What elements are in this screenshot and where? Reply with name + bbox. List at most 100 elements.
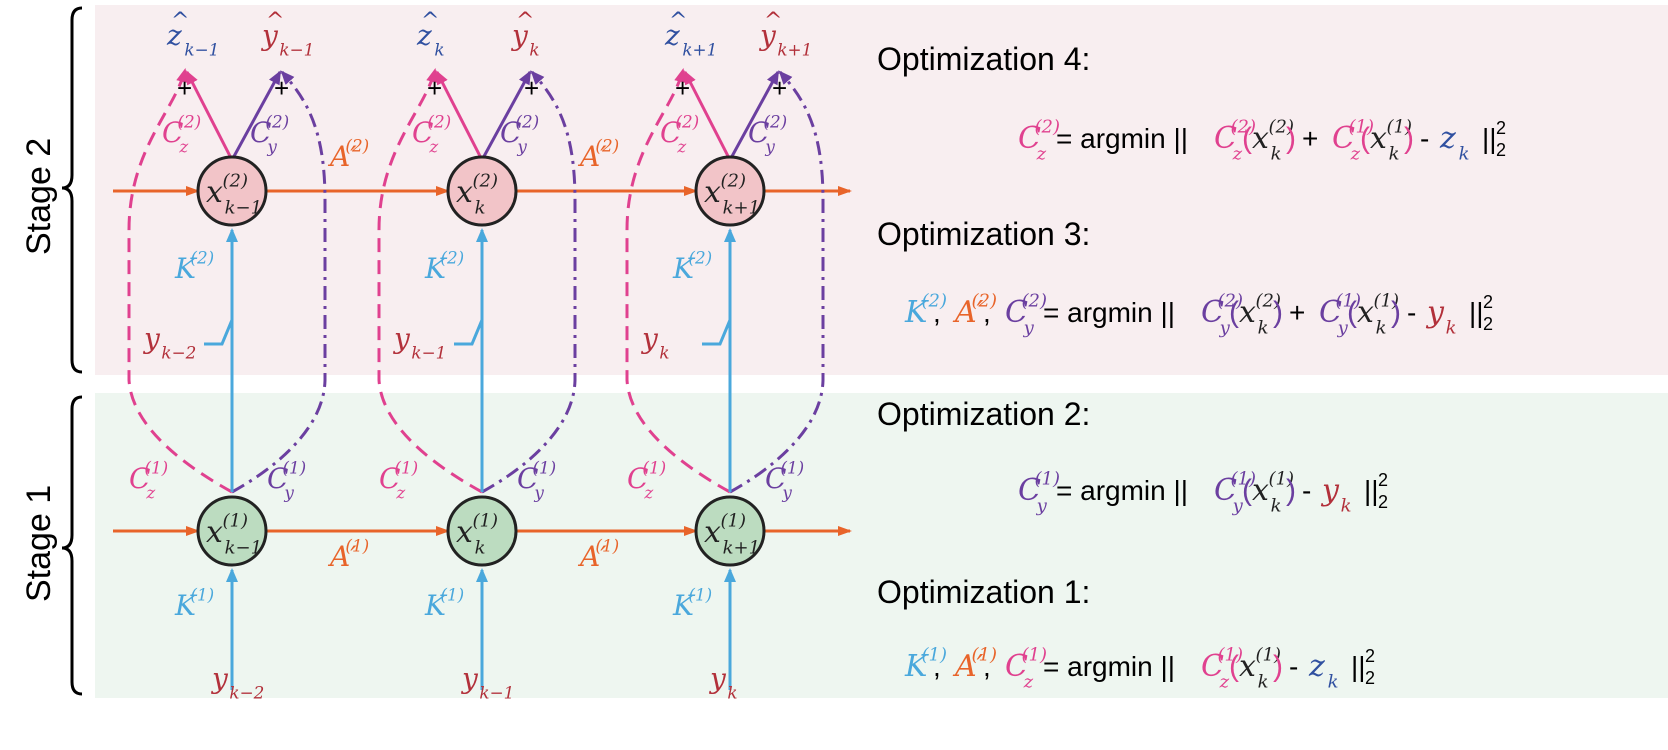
cz1-label-sup: (1) [642,457,666,477]
a1-label-1: A′(1) [577,535,619,573]
state-label-stage1-sub: k [475,537,486,558]
stage2-input: y k−1 [392,322,446,363]
a2-label-1: A′(2) [577,135,619,173]
cy1-label-main: C [765,462,786,495]
state-label-stage1-main: x [704,515,721,550]
term-c-0-sup: (2) [1231,116,1257,137]
lhs-symbol-0-main: K [904,649,929,684]
norm-sub: 2 [1483,314,1493,334]
lhs-symbol-1-sup: (2) [972,290,998,311]
state-label-stage1: x (1) k+1 [704,510,760,558]
k2-label-main: K [174,252,198,285]
cz1-label-sub: z [643,483,653,503]
state-label-stage2-sup: (2) [473,170,499,191]
output-y-hat-sub: k−1 [279,40,314,60]
term-c-0-sub: y [1232,495,1244,516]
output-z-hat: z k−1 [166,19,219,60]
term-c-1-sub: y [1337,317,1349,338]
plus-y: + [772,73,787,103]
cz2-label-sub: z [428,137,438,157]
cy1-label: C(1) y [765,457,804,502]
cz2-label-sup: (2) [177,111,201,131]
term-c-1: C(1) z [1332,116,1374,164]
state-label-stage2-main: x [704,175,721,210]
cz1-label-sup: (1) [144,457,168,477]
plus-y: + [274,73,289,103]
stage1-input: y k−1 [460,662,514,703]
k2-label-main: K [672,252,696,285]
lhs-symbol-2: C(2) y [1005,290,1047,338]
stage2-input-main: y [142,322,161,355]
paren-open: ( [1229,650,1239,683]
lhs-symbol-1: A′(2) [952,290,997,330]
stage1-to-y-path [481,70,577,494]
cy1-label-main: C [267,462,288,495]
comma: , [983,651,991,682]
cz1-label: C(1) z [627,457,666,502]
stage1-input-sub: k [727,683,737,703]
lhs-symbol-0: C(1) y [1018,468,1060,516]
norm-close: || [1469,297,1484,328]
stage1-input-main: y [210,662,229,695]
a2-label-0: A′(2) [327,135,369,173]
argmin-text: = argmin || [1043,297,1175,328]
stage2-input-connector [702,319,732,346]
cz2-label: C(2) z [162,111,201,156]
state-label-stage2-sup: (2) [223,170,249,191]
term-c-0: C(2) y [1201,290,1243,338]
term-x-0-sub: k [1271,495,1282,516]
k1-label: K(1) [424,584,464,622]
lhs-symbol-0-main: K [904,295,929,330]
column-1: + +x (2)kx (1)kz k^ y k^C(2)z C(2)yC(1)z C(1)yK(… [377,9,577,703]
argmin-text: = argmin || [1056,123,1188,154]
minus-op: - [1302,475,1311,506]
k2-label: K(2) [672,247,712,285]
term-x-0: x (2) k [1239,290,1281,338]
plus-z: + [675,73,690,103]
output-y-hat-main: y [510,19,529,52]
k1-label-sup: (1) [440,584,464,604]
target-symbol-sub: k [1446,317,1457,338]
term-x-0-main: x [1252,473,1269,508]
equations-layer: Optimization 4:C(2)z = argmin || C(2)z(x (2… [877,41,1506,692]
paren-close: ) [1286,122,1296,155]
k2-label-main: K [424,252,448,285]
state-label-stage2-sub: k−1 [225,197,262,218]
cy1-label-sup: (1) [780,457,804,477]
lhs-symbol-2: C(1) z [1005,644,1047,692]
state-label-stage1-main: x [206,515,223,550]
hat-z: ^ [669,9,687,34]
stage1-input-sub: k−2 [229,683,264,703]
optimization-title: Optimization 2: [877,396,1090,432]
k2-label-sup: (2) [190,247,214,267]
lhs-symbol-0-sup: (2) [1035,116,1061,137]
paren-open: ( [1229,296,1239,329]
stage1-input-main: y [460,662,479,695]
cy2-label: C(2) y [748,111,787,156]
target-symbol-main: z [1308,649,1325,684]
cy1-label-main: C [517,462,538,495]
lhs-symbol-0: C(2) z [1018,116,1060,164]
stage2-to-y-arrow [480,70,532,161]
norm-close: || [1351,651,1366,682]
cy2-label-main: C [250,116,271,149]
term-c-1-main: C [1332,121,1355,156]
state-node-stage2 [196,155,268,227]
comma: , [983,297,991,328]
stage1-input-main: y [708,662,727,695]
output-z-hat-main: z [416,19,432,52]
stage2-input-main: y [392,322,411,355]
norm-sup: 2 [1483,292,1493,312]
k1-label-main: K [174,589,198,622]
output-y-hat-main: y [260,19,279,52]
term-x-0-sup: (2) [1256,290,1282,311]
term-x-0-sup: (1) [1256,644,1282,665]
term-x-0-sub: k [1258,317,1269,338]
a2-label-1-main: A′ [577,140,607,173]
minus-op: - [1407,297,1416,328]
optimization-title: Optimization 3: [877,216,1090,252]
cy2-label-sup: (2) [515,111,539,131]
term-c-0-main: C [1201,295,1224,330]
